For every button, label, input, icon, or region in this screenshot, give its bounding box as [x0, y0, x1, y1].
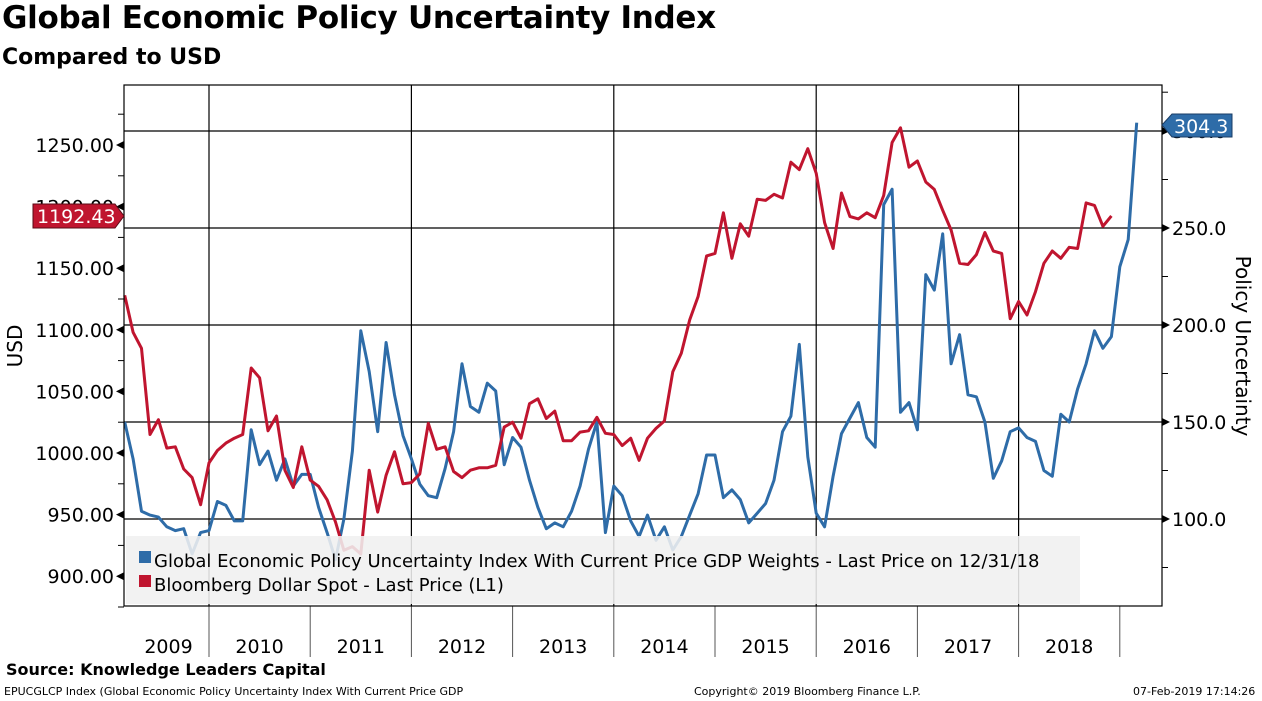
x-tick-label: 2014	[640, 636, 688, 658]
right-tick-marker	[1162, 321, 1170, 329]
last-value-labels: 304.3 1192.43	[32, 113, 1233, 229]
left-tick-marker	[116, 449, 124, 457]
left-tick-marker	[116, 141, 124, 149]
x-tick-label: 2010	[235, 636, 283, 658]
chart-title: Global Economic Policy Uncertainty Index	[2, 0, 716, 36]
x-tick-label: 2013	[539, 636, 587, 658]
right-tick-label: 250.0	[1172, 218, 1226, 240]
right-tick-marker	[1162, 418, 1170, 426]
right-tick-label: 150.0	[1172, 412, 1226, 434]
left-tick-marker	[116, 325, 124, 334]
last-value-red: 1192.43	[37, 206, 116, 228]
left-tick-label: 1100.00	[35, 320, 114, 342]
left-tick-marker	[116, 264, 124, 273]
x-tick-label: 2012	[438, 636, 486, 658]
legend-background	[126, 536, 1080, 604]
left-axis: 900.00 950.00 1000.00 1050.00 1100.00 1150.00…	[35, 113, 124, 608]
left-tick-label: 1150.00	[35, 258, 114, 280]
ticker-description: EPUCGLCP Index (Global Economic Policy U…	[4, 685, 464, 698]
right-axis-title: Policy Uncertainty	[1231, 256, 1255, 437]
chart-subtitle: Compared to USD	[2, 45, 222, 70]
legend-swatch-red	[139, 575, 151, 587]
source-note: Source: Knowledge Leaders Capital	[6, 660, 326, 679]
series-line-dollar-spot	[123, 126, 1113, 556]
last-value-tag-red	[32, 203, 125, 229]
right-tick-label: 100.0	[1172, 509, 1226, 531]
x-tick-label: 2011	[337, 636, 385, 658]
timestamp: 07-Feb-2019 17:14:26	[1133, 685, 1256, 698]
left-tick-label: 1050.00	[35, 381, 114, 403]
legend-label-blue: Global Economic Policy Uncertainty Index…	[154, 551, 1039, 572]
x-axis: 2009 2010 2011 2012 2013 2014 2015 2016 2017 2018	[144, 606, 1121, 658]
plot-frame	[123, 84, 1163, 607]
last-value-blue: 304.3	[1174, 116, 1228, 138]
last-value-tag-blue	[1161, 113, 1233, 138]
x-tick-label: 2016	[843, 636, 891, 658]
left-tick-label: 950.00	[48, 505, 114, 527]
right-tick-marker	[1162, 127, 1170, 135]
left-tick-label: 900.00	[48, 566, 114, 588]
right-tick-marker	[1162, 224, 1170, 232]
left-axis-title: USD	[3, 325, 27, 368]
left-tick-label: 1250.00	[35, 135, 114, 157]
x-tick-label: 2018	[1045, 636, 1093, 658]
series-layer	[123, 122, 1139, 562]
left-tick-marker	[116, 202, 124, 211]
x-tick-label: 2017	[944, 636, 992, 658]
left-tick-label: 1000.00	[35, 443, 114, 465]
right-tick-label: 200.0	[1172, 315, 1226, 337]
copyright: Copyright© 2019 Bloomberg Finance L.P.	[694, 685, 921, 698]
legend-label-red: Bloomberg Dollar Spot - Last Price (L1)	[154, 575, 504, 596]
left-tick-marker	[116, 387, 124, 396]
legend: Global Economic Policy Uncertainty Index…	[126, 536, 1080, 604]
left-tick-marker	[116, 572, 124, 581]
x-tick-label: 2009	[144, 636, 192, 658]
legend-swatch-blue	[139, 551, 151, 563]
x-tick-label: 2015	[741, 636, 789, 658]
right-tick-marker	[1162, 515, 1170, 523]
left-tick-marker	[116, 510, 124, 519]
gridlines	[124, 85, 1162, 606]
